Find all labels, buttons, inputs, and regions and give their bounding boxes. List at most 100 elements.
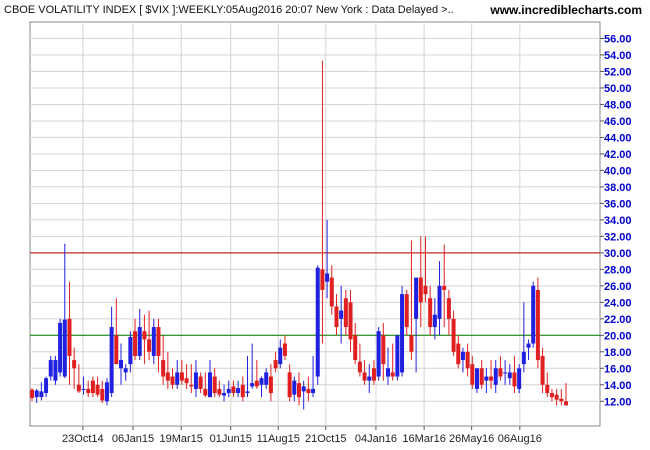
candle [198,372,203,394]
candle-body [282,343,287,356]
candle [465,343,470,377]
candle-body [268,376,273,394]
candle [250,343,255,389]
candle [329,265,334,315]
candle [236,380,241,398]
candle-body [76,384,81,392]
candle [226,380,231,398]
candle [353,322,358,365]
candle [362,360,367,385]
candle-body [161,360,166,377]
x-tick-label: 19Mar15 [160,433,203,445]
candle [240,376,245,402]
candle-body [90,380,95,394]
candle-body [367,376,372,381]
candle-body [371,368,376,381]
candle [315,265,320,385]
candle [128,331,133,373]
candle-body [507,372,512,379]
candle-body [311,388,316,394]
candle-body [437,285,442,319]
candle [58,318,63,377]
candle-body [34,390,39,398]
candle-body [203,388,208,396]
y-tick-label: 46.00 [604,116,632,128]
candle-body [559,398,564,402]
candle-body [564,401,568,406]
candle-body [498,368,503,377]
candle-body [386,368,390,377]
candle-body [549,393,554,398]
y-tick-label: 26.00 [604,281,632,293]
candle-body [470,364,475,385]
candle [535,277,540,369]
candle [540,347,545,394]
candle-body [320,269,325,290]
candle-body [133,331,138,356]
y-tick-label: 48.00 [604,99,632,111]
candle-body [400,294,405,373]
candle [259,376,264,398]
candle-body [137,327,142,356]
candle [109,306,114,398]
candle-body [189,384,194,387]
candle [479,360,484,389]
candle [446,289,451,336]
candle [76,364,81,394]
candle [137,308,142,361]
candle [367,364,372,394]
y-tick-label: 52.00 [604,66,632,78]
y-tick-label: 20.00 [604,330,632,342]
y-axis: 12.00 14.00 16.00 18.00 20.00 22.00 24.00 26.00… [600,33,632,408]
candle-body [95,384,100,395]
candle-body [484,376,489,381]
candle-body [193,372,198,389]
candle-body [456,343,461,365]
candle [273,351,278,373]
candle-body [240,384,245,398]
candle-body [147,339,152,352]
plot-area [29,21,601,427]
candle [526,339,531,361]
candle-body [142,331,147,340]
candle [95,376,100,398]
candle [339,285,344,344]
candle-body [175,372,180,385]
candle-body [390,372,395,377]
candle-body [62,319,67,377]
candle-body [521,351,526,365]
candle [90,376,95,398]
candle [507,364,512,385]
candle [254,360,259,389]
x-tick-label: 11Aug15 [257,433,300,445]
candle-body [292,380,297,395]
candle [212,368,217,398]
candle [423,236,428,303]
y-tick-label: 16.00 [604,363,632,375]
candle [549,388,554,402]
candle [442,244,447,328]
candle-body [418,277,423,303]
candle-body [109,327,114,394]
candle-body [58,322,63,373]
y-tick-label: 50.00 [604,83,632,95]
candle [456,335,461,369]
candle-body [479,368,484,385]
candle [414,277,419,373]
candle [114,298,119,365]
candle [564,383,568,406]
candle [81,376,86,395]
x-tick-label: 04Jan16 [355,433,397,445]
site-link[interactable]: www.incrediblecharts.com [490,3,642,17]
candle [203,372,208,398]
candle-body [231,386,236,394]
candle-body [526,343,531,348]
candle [489,360,494,389]
candle-body [325,273,330,282]
candle [193,360,198,398]
candle-body [123,368,128,373]
candle-body [339,310,344,319]
candle-body [217,388,222,395]
candle-body [81,388,86,390]
y-tick-label: 42.00 [604,149,632,161]
